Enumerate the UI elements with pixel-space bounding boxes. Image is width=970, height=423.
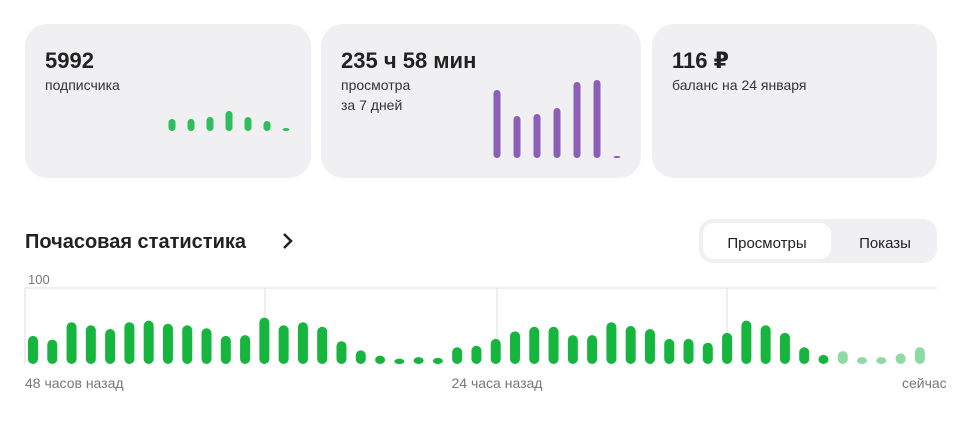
bar	[282, 128, 290, 131]
bar	[664, 338, 675, 364]
chevron[interactable]	[283, 233, 293, 249]
bar	[259, 317, 270, 364]
bar	[413, 357, 424, 364]
bar	[471, 345, 482, 364]
bar	[187, 119, 195, 131]
tab-selected-bg	[703, 223, 831, 259]
bar	[837, 351, 848, 364]
bar	[513, 116, 521, 158]
card-label: баланс на 24 января	[672, 77, 807, 93]
bar	[587, 335, 598, 364]
bar	[201, 328, 212, 364]
bar	[567, 335, 578, 364]
bar	[317, 326, 328, 364]
bar	[432, 357, 443, 364]
y-tick-label: 100	[28, 272, 50, 287]
bar	[225, 111, 233, 131]
bar	[375, 355, 386, 364]
bar	[613, 156, 621, 158]
card-value: 5992	[45, 48, 94, 73]
bar	[452, 347, 463, 364]
bar	[490, 338, 501, 364]
bar	[529, 326, 540, 364]
card	[321, 24, 641, 178]
card	[25, 24, 311, 178]
card-value: 235 ч 58 мин	[341, 48, 476, 73]
bar	[297, 322, 308, 364]
bar	[760, 325, 771, 364]
bar	[336, 341, 347, 364]
card-label: просмотра	[341, 77, 410, 93]
card-sublabel: за 7 дней	[341, 97, 402, 113]
section-title: Почасовая статистика	[25, 231, 247, 253]
bar	[182, 325, 193, 364]
bar	[206, 117, 214, 131]
bar	[220, 335, 231, 364]
bar	[47, 339, 58, 364]
bar	[625, 326, 636, 364]
bar	[683, 338, 694, 364]
bar	[355, 350, 366, 364]
bar	[573, 82, 581, 158]
bar	[85, 325, 96, 364]
bar	[105, 329, 116, 364]
bar	[741, 320, 752, 364]
bar	[240, 335, 251, 364]
x-label: сейчас	[902, 375, 947, 391]
bar	[533, 114, 541, 158]
bar	[278, 325, 289, 364]
bar	[394, 358, 405, 364]
bar	[644, 329, 655, 364]
bar	[162, 323, 173, 364]
bar	[606, 322, 617, 364]
bar	[493, 90, 501, 158]
bar	[66, 322, 77, 364]
tab[interactable]: Показы	[859, 235, 911, 252]
bar	[548, 326, 559, 364]
bar	[876, 357, 887, 364]
bar	[914, 347, 925, 364]
x-label: 48 часов назад	[25, 375, 124, 391]
bar	[593, 80, 601, 158]
bar	[143, 320, 154, 364]
bar	[702, 342, 713, 364]
bar	[895, 353, 906, 364]
bar	[857, 357, 868, 364]
card	[652, 24, 937, 178]
card-value: 116 ₽	[672, 48, 729, 73]
bar	[818, 354, 829, 364]
bar	[28, 335, 38, 364]
bar	[722, 332, 733, 364]
x-label: 24 часа назад	[452, 375, 543, 391]
card-label: подписчика	[45, 77, 120, 93]
bar	[168, 119, 176, 131]
bar	[553, 108, 561, 158]
bar	[510, 331, 520, 364]
tab[interactable]: Просмотры	[727, 235, 806, 252]
bar	[799, 347, 810, 364]
bar	[124, 322, 135, 364]
bar	[263, 121, 271, 131]
bar	[244, 117, 252, 131]
bar	[779, 332, 790, 364]
